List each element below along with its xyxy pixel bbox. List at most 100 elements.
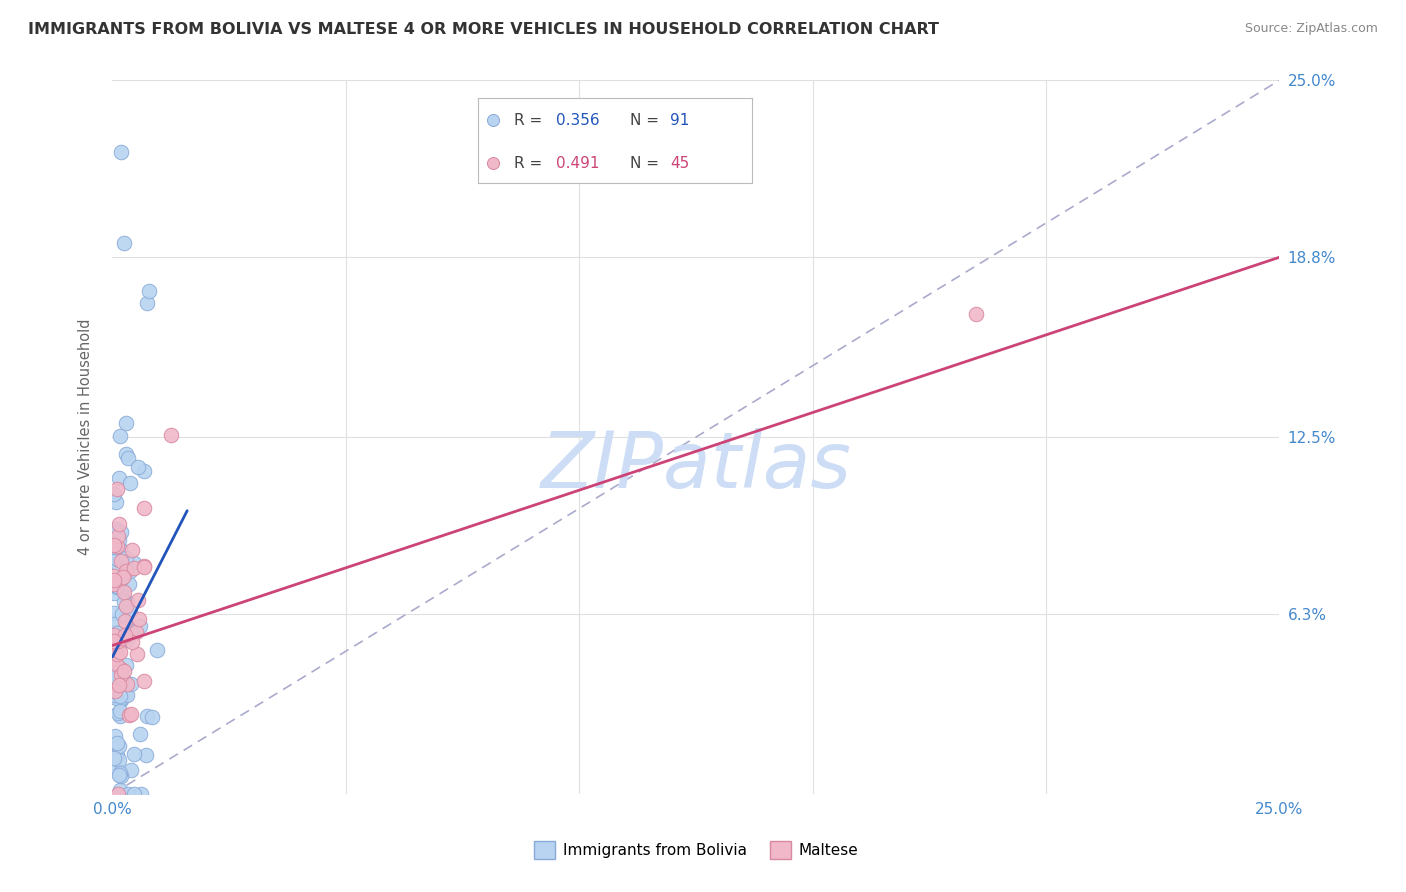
- Point: [107, 552, 129, 566]
- Point: [103, 751, 125, 765]
- Point: [121, 763, 143, 777]
- Point: [104, 638, 127, 652]
- Point: [115, 564, 138, 578]
- Text: N =: N =: [630, 156, 664, 171]
- Point: [103, 573, 125, 587]
- Point: [118, 476, 141, 491]
- Point: [125, 624, 148, 639]
- Point: [107, 739, 129, 753]
- Text: ZIPatlas: ZIPatlas: [540, 427, 852, 504]
- Text: R =: R =: [513, 156, 547, 171]
- Point: [118, 708, 141, 723]
- Point: [108, 516, 131, 531]
- Point: [110, 766, 132, 780]
- Point: [103, 628, 125, 642]
- Point: [965, 307, 987, 321]
- Point: [132, 501, 155, 516]
- Point: [114, 416, 136, 430]
- Point: [122, 787, 145, 801]
- Point: [105, 647, 128, 661]
- Point: [107, 753, 129, 767]
- Point: [134, 558, 156, 573]
- Text: 45: 45: [671, 156, 689, 171]
- Point: [107, 558, 129, 572]
- Text: R =: R =: [513, 113, 547, 128]
- Point: [117, 595, 139, 609]
- Point: [108, 783, 131, 797]
- Point: [108, 663, 131, 677]
- Point: [103, 633, 125, 648]
- Point: [141, 710, 163, 724]
- Point: [104, 681, 127, 696]
- Point: [129, 787, 152, 801]
- Point: [107, 528, 129, 542]
- Point: [105, 579, 128, 593]
- Point: [146, 642, 169, 657]
- Point: [122, 556, 145, 570]
- Point: [127, 593, 149, 607]
- Point: [135, 747, 157, 762]
- Point: [108, 429, 131, 443]
- Text: 0.356: 0.356: [557, 113, 600, 128]
- Point: [110, 662, 132, 676]
- Text: 91: 91: [671, 113, 689, 128]
- Point: [115, 447, 138, 461]
- Point: [105, 580, 128, 594]
- Point: [120, 676, 142, 690]
- Point: [117, 633, 139, 648]
- Point: [103, 606, 125, 620]
- Point: [110, 689, 132, 703]
- Point: [108, 704, 131, 718]
- Point: [120, 605, 142, 619]
- Point: [136, 709, 159, 723]
- Point: [103, 586, 125, 600]
- Point: [108, 635, 131, 649]
- Point: [110, 693, 132, 707]
- Point: [103, 669, 125, 683]
- Point: [108, 542, 131, 557]
- Point: [105, 657, 128, 672]
- Point: [108, 645, 131, 659]
- Point: [127, 460, 149, 475]
- Point: [132, 463, 155, 477]
- Point: [107, 658, 129, 673]
- Text: N =: N =: [630, 113, 664, 128]
- Point: [136, 296, 159, 310]
- Point: [107, 668, 129, 682]
- Point: [105, 522, 128, 536]
- Point: [112, 631, 135, 645]
- Point: [129, 727, 152, 741]
- Point: [110, 769, 132, 783]
- Point: [105, 495, 128, 509]
- Point: [114, 621, 136, 635]
- Point: [110, 573, 132, 587]
- Point: [104, 545, 127, 559]
- Point: [104, 691, 127, 706]
- Point: [122, 561, 145, 575]
- Point: [107, 787, 129, 801]
- Point: [110, 525, 132, 540]
- Point: [104, 683, 127, 698]
- Point: [108, 471, 131, 485]
- Point: [124, 747, 146, 762]
- Point: [112, 595, 135, 609]
- Point: [103, 688, 125, 702]
- Point: [107, 768, 129, 782]
- Point: [138, 285, 160, 299]
- Point: [110, 692, 132, 706]
- Point: [120, 624, 142, 638]
- Point: [115, 657, 138, 672]
- Point: [482, 113, 505, 128]
- Point: [105, 736, 128, 750]
- Point: [114, 687, 136, 701]
- Point: [103, 616, 125, 631]
- Point: [108, 689, 131, 703]
- Point: [118, 564, 141, 578]
- Point: [103, 568, 125, 582]
- Point: [129, 619, 152, 633]
- Text: IMMIGRANTS FROM BOLIVIA VS MALTESE 4 OR MORE VEHICLES IN HOUSEHOLD CORRELATION C: IMMIGRANTS FROM BOLIVIA VS MALTESE 4 OR …: [28, 22, 939, 37]
- Point: [103, 538, 125, 552]
- Point: [103, 577, 125, 591]
- Legend: Immigrants from Bolivia, Maltese: Immigrants from Bolivia, Maltese: [527, 835, 865, 864]
- Point: [120, 707, 142, 722]
